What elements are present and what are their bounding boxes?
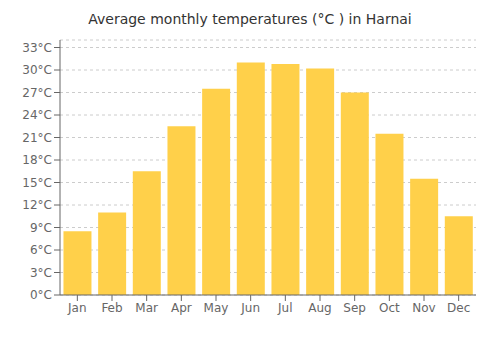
svg-text:Jan: Jan — [67, 301, 87, 315]
svg-text:Dec: Dec — [447, 301, 470, 315]
svg-text:Oct: Oct — [379, 301, 400, 315]
svg-text:Jul: Jul — [277, 301, 292, 315]
svg-text:12°C: 12°C — [22, 198, 52, 212]
svg-text:Aug: Aug — [308, 301, 331, 315]
svg-text:15°C: 15°C — [22, 176, 52, 190]
html-text:Average monthly temperatures (: Average monthly temperatures (°C ) in Ha… — [88, 11, 412, 27]
svg-text:33°C: 33°C — [22, 41, 52, 55]
svg-text:Feb: Feb — [101, 301, 122, 315]
svg-text:Jun: Jun — [240, 301, 260, 315]
svg-text:27°C: 27°C — [22, 86, 52, 100]
svg-text:21°C: 21°C — [22, 131, 52, 145]
svg-text:May: May — [204, 301, 229, 315]
svg-text:Apr: Apr — [171, 301, 192, 315]
svg-text:Nov: Nov — [412, 301, 435, 315]
svg-text:0°C: 0°C — [30, 288, 52, 302]
svg-text:6°C: 6°C — [30, 243, 52, 257]
svg-text:3°C: 3°C — [30, 266, 52, 280]
svg-text:18°C: 18°C — [22, 153, 52, 167]
svg-text:24°C: 24°C — [22, 108, 52, 122]
svg-text:9°C: 9°C — [30, 221, 52, 235]
svg-text:Mar: Mar — [135, 301, 158, 315]
svg-text:Sep: Sep — [343, 301, 366, 315]
svg-text:30°C: 30°C — [22, 63, 52, 77]
